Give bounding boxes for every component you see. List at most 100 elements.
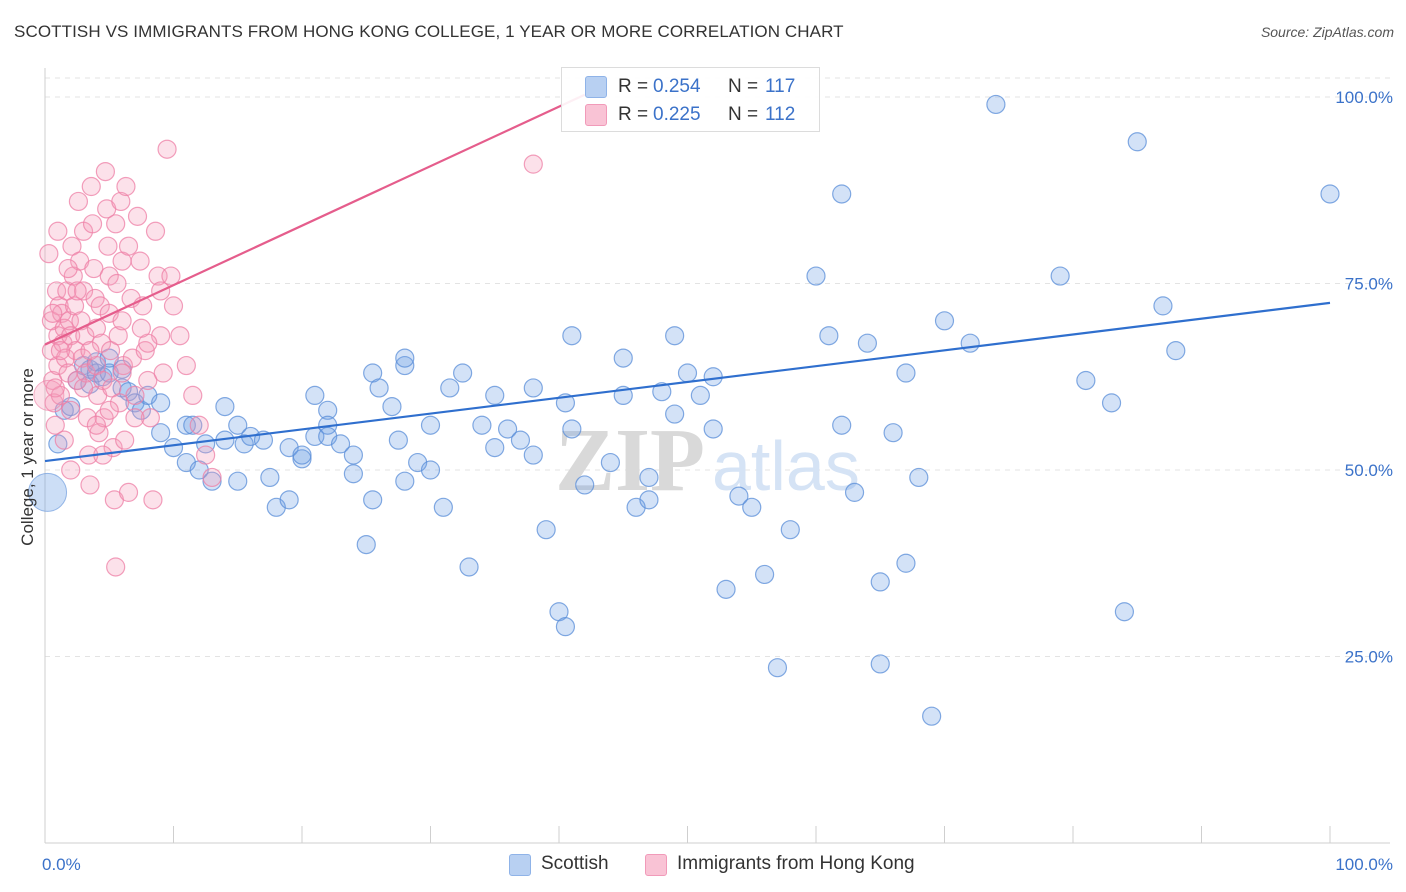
data-point[interactable] (767, 658, 788, 678)
data-point[interactable] (780, 520, 800, 540)
data-point[interactable] (80, 341, 100, 361)
data-point[interactable] (189, 415, 209, 435)
data-point[interactable] (140, 408, 160, 428)
data-point[interactable] (95, 162, 115, 182)
data-point[interactable] (118, 236, 139, 256)
data-point[interactable] (555, 617, 576, 637)
data-point[interactable] (61, 460, 81, 480)
data-point[interactable] (112, 363, 132, 383)
data-point[interactable] (703, 419, 723, 439)
data-point[interactable] (138, 370, 158, 391)
data-point[interactable] (330, 434, 351, 454)
data-point[interactable] (80, 475, 100, 495)
data-point[interactable] (716, 579, 736, 599)
data-point[interactable] (639, 490, 659, 510)
data-point[interactable] (89, 423, 109, 443)
data-point[interactable] (485, 385, 505, 405)
data-point[interactable] (896, 553, 916, 573)
data-point[interactable] (292, 445, 312, 465)
data-point[interactable] (729, 486, 749, 506)
data-point[interactable] (613, 348, 633, 368)
data-point[interactable] (45, 415, 65, 435)
data-point[interactable] (420, 460, 441, 480)
data-point[interactable] (81, 176, 101, 197)
data-point[interactable] (151, 393, 171, 413)
data-point[interactable] (523, 154, 543, 174)
data-point[interactable] (279, 490, 299, 510)
data-point[interactable] (575, 475, 595, 495)
data-point[interactable] (703, 367, 723, 387)
data-point[interactable] (46, 281, 67, 301)
source-label[interactable]: Source: ZipAtlas.com (1260, 24, 1394, 40)
data-point[interactable] (215, 396, 235, 417)
data-point[interactable] (28, 472, 68, 512)
data-point[interactable] (99, 400, 119, 420)
data-point[interactable] (343, 445, 363, 465)
data-point[interactable] (665, 326, 685, 346)
data-point[interactable] (343, 464, 363, 484)
data-point[interactable] (459, 557, 479, 577)
data-point[interactable] (49, 296, 69, 316)
data-point[interactable] (1076, 370, 1096, 391)
data-point[interactable] (130, 251, 150, 271)
data-point[interactable] (870, 654, 890, 674)
data-point[interactable] (420, 415, 441, 435)
data-point[interactable] (523, 445, 543, 465)
data-point[interactable] (86, 415, 107, 435)
data-point[interactable] (844, 482, 865, 502)
data-point[interactable] (84, 258, 104, 279)
data-point[interactable] (1166, 341, 1186, 361)
data-point[interactable] (510, 430, 531, 450)
data-point[interactable] (170, 326, 190, 346)
data-point[interactable] (677, 363, 698, 383)
data-point[interactable] (45, 378, 65, 398)
data-point[interactable] (116, 176, 136, 197)
data-point[interactable] (100, 341, 121, 361)
data-point[interactable] (690, 385, 710, 405)
data-point[interactable] (176, 355, 196, 376)
data-point[interactable] (135, 341, 155, 361)
data-point[interactable] (163, 296, 184, 316)
data-point[interactable] (58, 258, 78, 279)
data-point[interactable] (832, 184, 852, 204)
data-point[interactable] (819, 326, 839, 346)
data-point[interactable] (73, 378, 94, 398)
data-point[interactable] (440, 378, 460, 398)
data-point[interactable] (356, 534, 376, 555)
data-point[interactable] (228, 415, 248, 435)
data-point[interactable] (536, 520, 556, 540)
data-point[interactable] (363, 490, 383, 510)
data-point[interactable] (183, 385, 203, 405)
data-point[interactable] (305, 385, 325, 405)
data-point[interactable] (48, 221, 68, 241)
data-point[interactable] (857, 333, 878, 353)
data-point[interactable] (754, 564, 775, 585)
data-point[interactable] (562, 326, 582, 346)
data-point[interactable] (234, 434, 254, 454)
data-point[interactable] (523, 378, 543, 398)
data-point[interactable] (652, 382, 672, 402)
data-point[interactable] (870, 572, 890, 592)
data-point[interactable] (157, 139, 177, 159)
data-point[interactable] (960, 333, 980, 353)
data-point[interactable] (896, 363, 916, 383)
data-point[interactable] (665, 404, 685, 424)
data-point[interactable] (395, 355, 415, 376)
data-point[interactable] (106, 557, 126, 577)
data-point[interactable] (66, 341, 86, 361)
data-point[interactable] (127, 206, 148, 226)
data-point[interactable] (54, 430, 74, 450)
data-point[interactable] (161, 266, 181, 286)
data-point[interactable] (82, 214, 103, 234)
data-point[interactable] (562, 419, 582, 439)
data-point[interactable] (111, 191, 131, 212)
data-point[interactable] (986, 94, 1006, 115)
data-point[interactable] (382, 396, 402, 417)
data-point[interactable] (39, 244, 59, 264)
data-point[interactable] (107, 273, 127, 294)
data-point[interactable] (61, 400, 81, 420)
data-point[interactable] (1101, 393, 1122, 413)
data-point[interactable] (883, 423, 903, 443)
data-point[interactable] (125, 385, 145, 405)
data-point[interactable] (163, 438, 184, 458)
